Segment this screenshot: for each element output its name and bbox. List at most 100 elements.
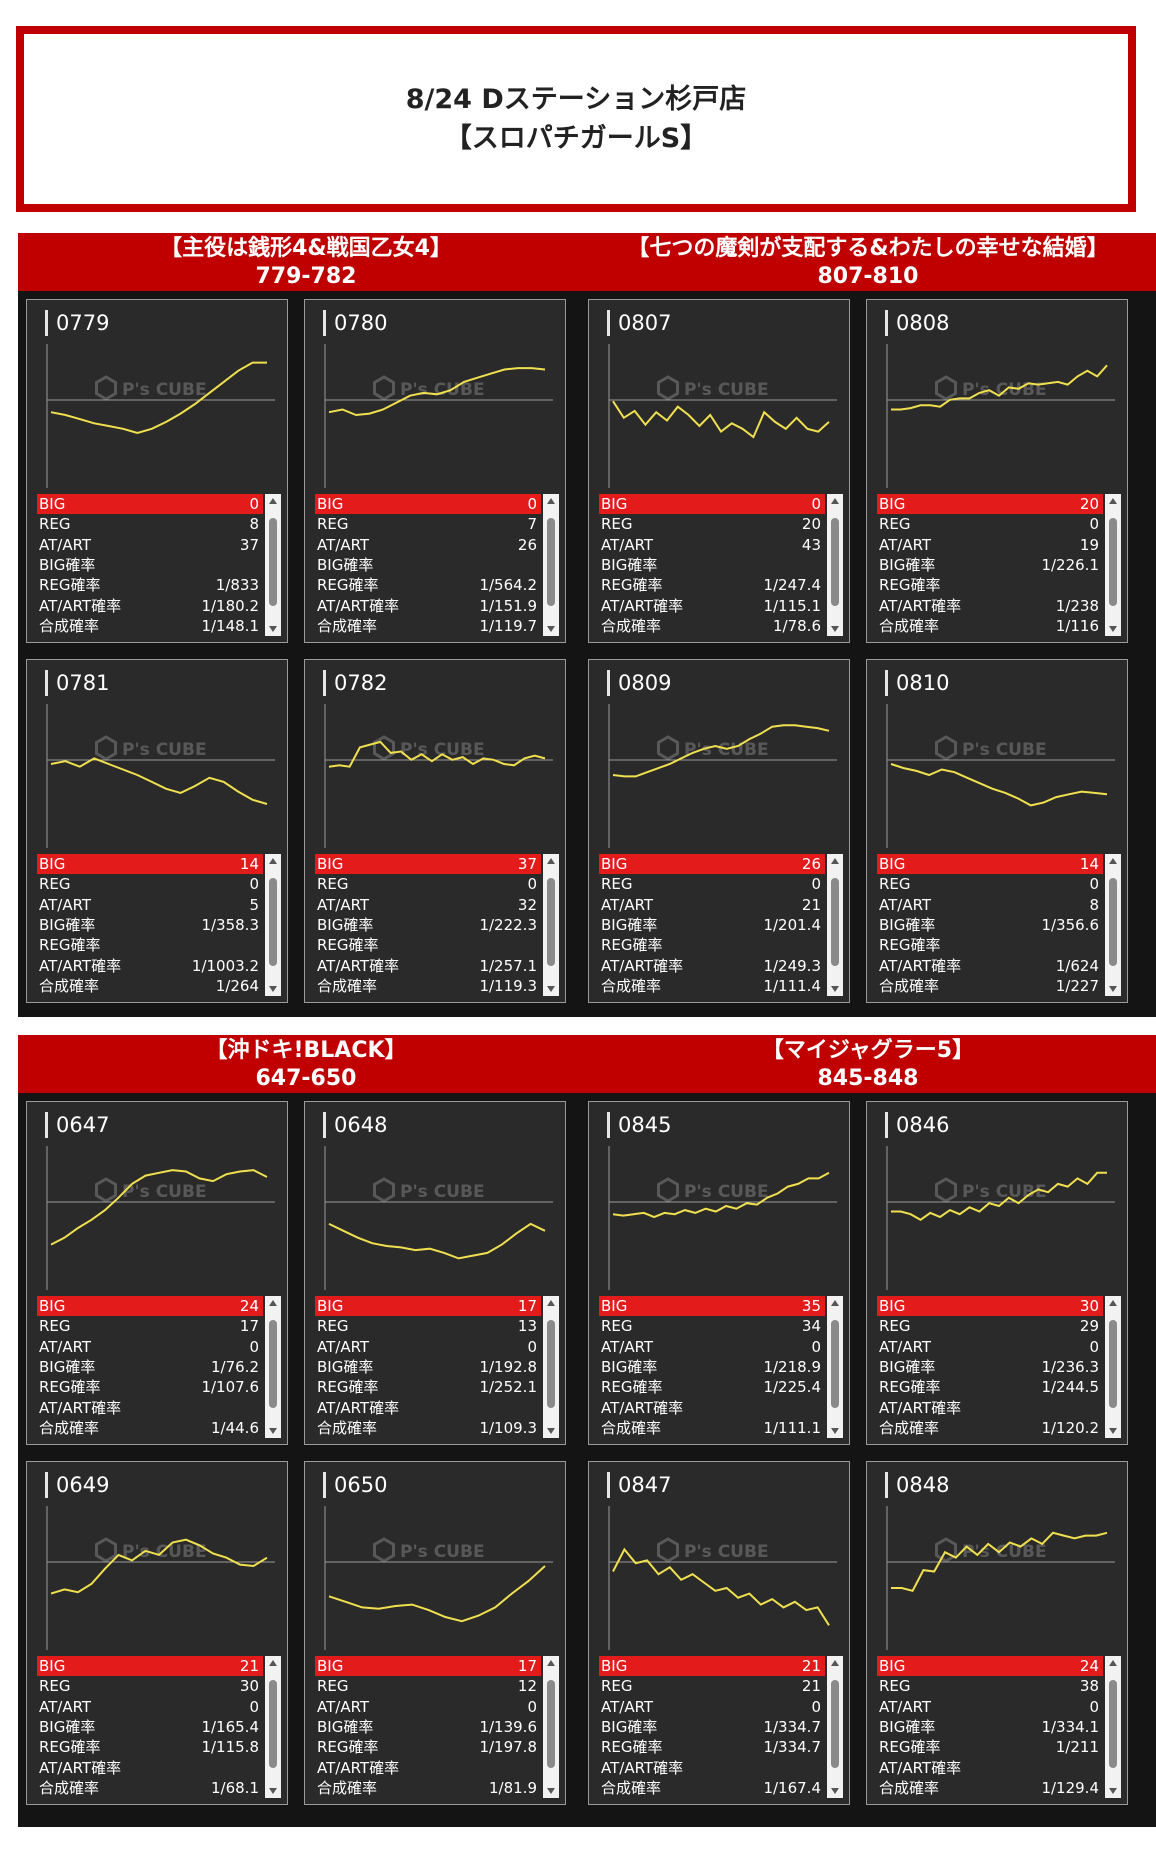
scroll-thumb[interactable] [269, 1680, 277, 1768]
stats-scrollbar[interactable] [1105, 494, 1121, 636]
slump-graph: P's CUBE [886, 1146, 1115, 1290]
scroll-thumb[interactable] [831, 518, 839, 606]
machine-panel-0648[interactable]: 0648 P's CUBE BIG 17 REG 13 AT/ART 0 BIG確率 1/192.… [304, 1101, 566, 1445]
scroll-down-arrow-icon[interactable] [547, 626, 555, 632]
scroll-down-arrow-icon[interactable] [547, 986, 555, 992]
stat-value: 1/68.1 [211, 1778, 259, 1797]
scroll-up-arrow-icon[interactable] [547, 1300, 555, 1306]
stats-scrollbar[interactable] [827, 1656, 843, 1798]
stat-row-regp: REG確率 1/107.6 [37, 1377, 263, 1397]
stats-scrollbar[interactable] [265, 1296, 281, 1438]
stat-value: 17 [517, 1297, 537, 1315]
machine-panel-0810[interactable]: 0810 P's CUBE BIG 14 REG 0 AT/ART 8 BIG確率 1/356.6… [866, 659, 1128, 1003]
stats-scrollbar[interactable] [1105, 1296, 1121, 1438]
watermark-logo: P's CUBE [935, 1177, 1047, 1203]
scroll-down-arrow-icon[interactable] [831, 986, 839, 992]
scroll-down-arrow-icon[interactable] [269, 1788, 277, 1794]
scroll-down-arrow-icon[interactable] [547, 1788, 555, 1794]
stat-row-reg: REG 0 [599, 874, 825, 894]
stats-scrollbar[interactable] [543, 494, 559, 636]
scroll-thumb[interactable] [831, 878, 839, 966]
stat-label: BIG [317, 495, 344, 513]
stats-scrollbar[interactable] [265, 1656, 281, 1798]
svg-text:P's CUBE: P's CUBE [122, 740, 207, 760]
scroll-up-arrow-icon[interactable] [831, 1300, 839, 1306]
scroll-up-arrow-icon[interactable] [1109, 858, 1117, 864]
scroll-down-arrow-icon[interactable] [1109, 1428, 1117, 1434]
scroll-thumb[interactable] [269, 1320, 277, 1408]
scroll-down-arrow-icon[interactable] [1109, 1788, 1117, 1794]
scroll-up-arrow-icon[interactable] [831, 1660, 839, 1666]
scroll-up-arrow-icon[interactable] [269, 858, 277, 864]
stats-scrollbar[interactable] [827, 1296, 843, 1438]
stat-label: AT/ART [601, 535, 654, 554]
scroll-thumb[interactable] [269, 518, 277, 606]
stats-scrollbar[interactable] [827, 854, 843, 996]
stat-value: 20 [1079, 495, 1099, 513]
scroll-down-arrow-icon[interactable] [269, 986, 277, 992]
stat-row-reg: REG 8 [37, 514, 263, 534]
scroll-down-arrow-icon[interactable] [831, 626, 839, 632]
scroll-up-arrow-icon[interactable] [547, 858, 555, 864]
stats-scrollbar[interactable] [265, 854, 281, 996]
stats-scrollbar[interactable] [543, 854, 559, 996]
scroll-thumb[interactable] [831, 1680, 839, 1768]
machine-panel-0846[interactable]: 0846 P's CUBE BIG 30 REG 29 AT/ART 0 BIG確率 1/236.… [866, 1101, 1128, 1445]
scroll-up-arrow-icon[interactable] [269, 498, 277, 504]
machine-panel-0780[interactable]: 0780 P's CUBE BIG 0 REG 7 AT/ART 26 BIG確率 REG確率 1/… [304, 299, 566, 643]
machine-panel-0848[interactable]: 0848 P's CUBE BIG 24 REG 38 AT/ART 0 BIG確率 1/334.… [866, 1461, 1128, 1805]
stat-value: 1/356.6 [1041, 915, 1099, 934]
scroll-up-arrow-icon[interactable] [831, 858, 839, 864]
scroll-down-arrow-icon[interactable] [269, 1428, 277, 1434]
stat-value: 0 [1089, 1697, 1099, 1716]
scroll-thumb[interactable] [547, 1680, 555, 1768]
stats-scrollbar[interactable] [543, 1656, 559, 1798]
scroll-up-arrow-icon[interactable] [1109, 498, 1117, 504]
stats-scrollbar[interactable] [1105, 1656, 1121, 1798]
stat-label: AT/ART確率 [601, 1398, 684, 1417]
machine-panel-0845[interactable]: 0845 P's CUBE BIG 35 REG 34 AT/ART 0 BIG確率 1/218.… [588, 1101, 850, 1445]
scroll-up-arrow-icon[interactable] [547, 1660, 555, 1666]
scroll-up-arrow-icon[interactable] [1109, 1300, 1117, 1306]
stats-scrollbar[interactable] [827, 494, 843, 636]
scroll-up-arrow-icon[interactable] [831, 498, 839, 504]
scroll-thumb[interactable] [547, 878, 555, 966]
machine-panel-0650[interactable]: 0650 P's CUBE BIG 17 REG 12 AT/ART 0 BIG確率 1/139.… [304, 1461, 566, 1805]
machine-panel-0649[interactable]: 0649 P's CUBE BIG 21 REG 30 AT/ART 0 BIG確率 1/165.… [26, 1461, 288, 1805]
scroll-up-arrow-icon[interactable] [547, 498, 555, 504]
scroll-down-arrow-icon[interactable] [547, 1428, 555, 1434]
scroll-up-arrow-icon[interactable] [269, 1660, 277, 1666]
stats-scrollbar[interactable] [1105, 854, 1121, 996]
stat-label: 合成確率 [39, 1418, 100, 1437]
machine-panel-0808[interactable]: 0808 P's CUBE BIG 20 REG 0 AT/ART 19 BIG確率 1/226.… [866, 299, 1128, 643]
machine-panel-0647[interactable]: 0647 P's CUBE BIG 24 REG 17 AT/ART 0 BIG確率 1/76.2… [26, 1101, 288, 1445]
stat-row-at: AT/ART 0 [877, 1337, 1103, 1357]
scroll-thumb[interactable] [1109, 878, 1117, 966]
scroll-thumb[interactable] [547, 1320, 555, 1408]
scroll-thumb[interactable] [1109, 1320, 1117, 1408]
machine-panel-0779[interactable]: 0779 P's CUBE BIG 0 REG 8 AT/ART 37 BIG確率 REG確率 1/… [26, 299, 288, 643]
scroll-down-arrow-icon[interactable] [269, 626, 277, 632]
machine-panel-0807[interactable]: 0807 P's CUBE BIG 0 REG 20 AT/ART 43 BIG確率 REG確率 1… [588, 299, 850, 643]
stats-scrollbar[interactable] [543, 1296, 559, 1438]
machine-panel-0781[interactable]: 0781 P's CUBE BIG 14 REG 0 AT/ART 5 BIG確率 1/358.3… [26, 659, 288, 1003]
scroll-up-arrow-icon[interactable] [1109, 1660, 1117, 1666]
stat-label: BIG確率 [317, 915, 374, 934]
scroll-thumb[interactable] [269, 878, 277, 966]
machine-panel-0809[interactable]: 0809 P's CUBE BIG 26 REG 0 AT/ART 21 BIG確率 1/201.… [588, 659, 850, 1003]
scroll-down-arrow-icon[interactable] [831, 1788, 839, 1794]
stat-row-regp: REG確率 [599, 935, 825, 955]
scroll-down-arrow-icon[interactable] [1109, 986, 1117, 992]
scroll-down-arrow-icon[interactable] [831, 1428, 839, 1434]
scroll-thumb[interactable] [547, 518, 555, 606]
stat-row-atp: AT/ART確率 [877, 1758, 1103, 1778]
machine-panel-0847[interactable]: 0847 P's CUBE BIG 21 REG 21 AT/ART 0 BIG確率 1/334.… [588, 1461, 850, 1805]
scroll-thumb[interactable] [1109, 518, 1117, 606]
machine-panel-0782[interactable]: 0782 P's CUBE BIG 37 REG 0 AT/ART 32 BIG確率 1/222.… [304, 659, 566, 1003]
stat-value: 0 [249, 875, 259, 894]
scroll-thumb[interactable] [1109, 1680, 1117, 1768]
stats-scrollbar[interactable] [265, 494, 281, 636]
scroll-down-arrow-icon[interactable] [1109, 626, 1117, 632]
scroll-up-arrow-icon[interactable] [269, 1300, 277, 1306]
scroll-thumb[interactable] [831, 1320, 839, 1408]
